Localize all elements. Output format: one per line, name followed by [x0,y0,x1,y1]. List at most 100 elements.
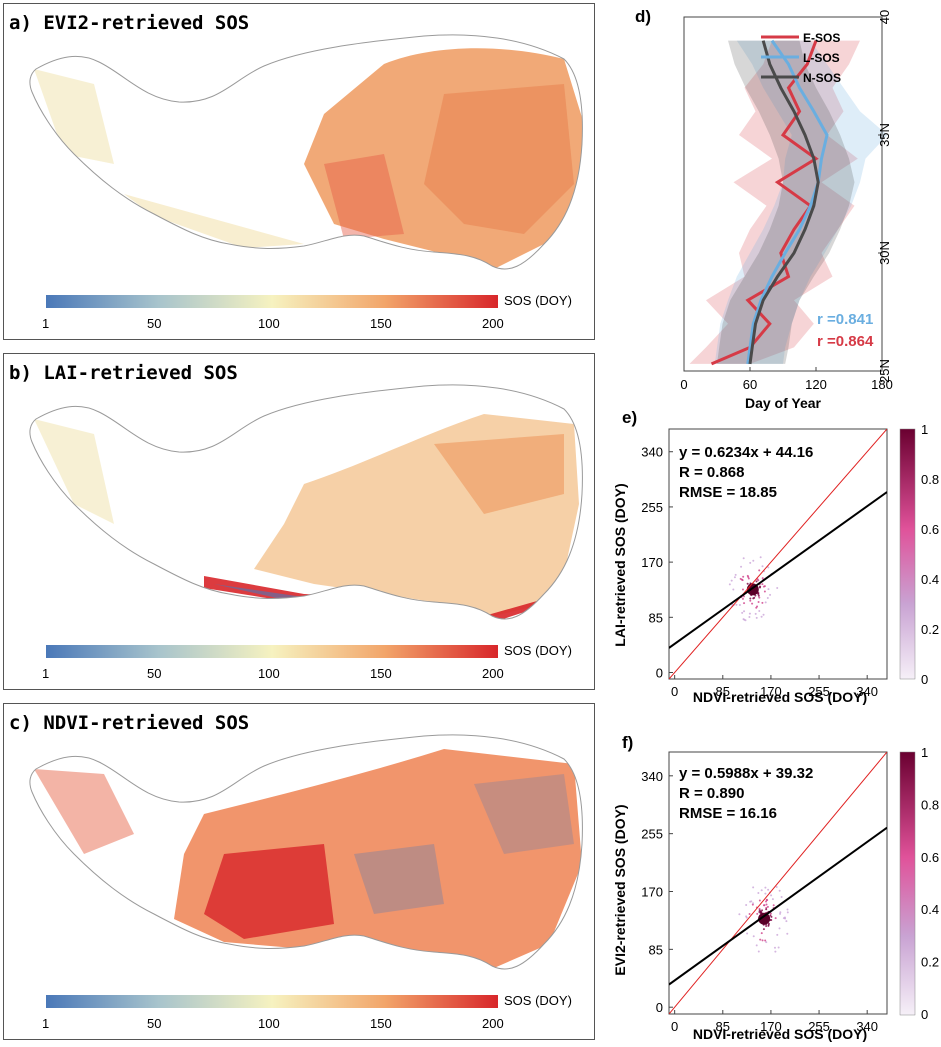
y-tick-label: 25N [877,359,892,383]
scatter-point [746,932,749,935]
scatter-point [757,594,760,597]
map-b-colorbar [46,645,498,658]
scatter-point [748,912,751,915]
map-a-title-text: EVI2-retrieved SOS [43,12,250,34]
map-b-tick: 50 [147,666,162,681]
y-tick-label: 255 [641,500,663,515]
scatter-point [757,600,760,603]
regression-line [669,491,887,649]
scatter-point [780,895,783,898]
colorbar-tick-label: 0.2 [921,622,939,637]
scatter-point [747,576,750,579]
scatter-point [757,593,760,596]
map-a-tick: 50 [147,316,162,331]
scatter-point [769,912,772,915]
chart-d-x-ticks: 0 60 120 180 [680,367,893,392]
x-tick-label: 170 [760,1019,782,1034]
scatter-point [762,613,765,616]
colorbar-tick-label: 0 [921,672,928,687]
chart-e-rmse: RMSE = 18.85 [679,484,777,501]
scatter-point [752,902,755,905]
scatter-point [761,583,764,586]
scatter-point [773,946,776,949]
map-b-svg [29,384,583,658]
map-b-tick: 200 [482,666,504,681]
map-panel-c: c) NDVI-retrieved SOS SOS (DOY) 1 50 100… [3,703,595,1040]
x-tick-label: 60 [743,377,757,392]
scatter-point [758,899,761,902]
scatter-point [758,596,761,599]
y-tick-label: 85 [649,610,663,625]
scatter-point [785,920,788,923]
scatter-point [754,594,757,597]
scatter-point [759,938,762,941]
map-c-title: c) NDVI-retrieved SOS [9,712,249,734]
scatter-point [755,606,758,609]
scatter-point [743,602,746,605]
scatter-point [758,586,761,589]
scatter-point [749,561,752,564]
chart-f-equation: y = 0.5988x + 39.32 [679,765,813,782]
scatter-point [730,579,733,582]
x-tick-label: 255 [808,1019,830,1034]
legend-l-sos-label: L-SOS [803,51,840,65]
scatter-point [752,935,755,938]
scatter-point [767,566,770,569]
scatter-point [767,923,770,926]
scatter-point [762,585,765,588]
map-b-title: b) LAI-retrieved SOS [9,362,238,384]
y-tick-label: 170 [641,885,663,900]
y-tick-label: 40 [877,10,892,24]
map-b-tick: 100 [258,666,280,681]
scatter-point [760,889,763,892]
map-a-panel-letter: a) [9,12,32,34]
scatter-point [764,886,767,889]
scatter-point [746,582,749,585]
x-tick-label: 0 [671,684,678,699]
map-c-tick: 1 [42,1016,50,1031]
scatter-point [764,601,767,604]
scatter-point [766,596,769,599]
scatter-point [738,604,741,607]
scatter-point [749,900,752,903]
chart-d-legend: E-SOS L-SOS N-SOS [761,31,841,85]
scatter-point [760,932,763,935]
chart-f-colorbar-ticks: 1 0.8 0.6 0.4 0.2 0 [921,745,939,1022]
scatter-point [765,941,768,944]
scatter-point [755,944,758,947]
scatter-point [762,928,765,931]
colorbar-tick-label: 0.8 [921,797,939,812]
colorbar-tick-label: 0 [921,1007,928,1022]
scatter-point [752,886,755,889]
chart-e-xlabel: NDVI-retrieved SOS (DOY) [693,689,867,705]
scatter-chart-f: f) 0 85 170 255 340 0 85 170 255 340 EVI2-retriev… [612,733,939,1042]
scatter-point [770,915,773,918]
map-a-tick: 100 [258,316,280,331]
x-tick-label: 85 [716,684,730,699]
scatter-point [744,619,747,622]
chart-f-colorbar [899,751,916,1016]
map-a-colorbar-label: SOS (DOY) [504,293,572,308]
scatter-point [778,927,781,930]
map-b-tick: 1 [42,666,50,681]
scatter-point [758,610,761,613]
scatter-point [764,892,767,895]
x-tick-label: 340 [856,684,878,699]
chart-e-colorbar-ticks: 1 0.8 0.6 0.4 0.2 0 [921,422,939,687]
map-c-tick: 50 [147,1016,162,1031]
scatter-core [758,912,771,925]
scatter-point [740,565,743,568]
map-c-title-text: NDVI-retrieved SOS [43,712,250,734]
map-c-colorbar-label: SOS (DOY) [504,993,572,1008]
scatter-point [751,602,754,605]
colorbar-tick-label: 0.4 [921,902,939,917]
scatter-point [761,601,764,604]
scatter-point [757,891,760,894]
scatter-point [762,904,765,907]
scatter-point [771,898,774,901]
y-tick-label: 35N [877,123,892,147]
scatter-point [742,557,745,560]
x-tick-label: 120 [805,377,827,392]
x-tick-label: 0 [680,377,687,392]
chart-e-plot: 0 85 170 255 340 0 85 170 255 340 [641,428,888,699]
